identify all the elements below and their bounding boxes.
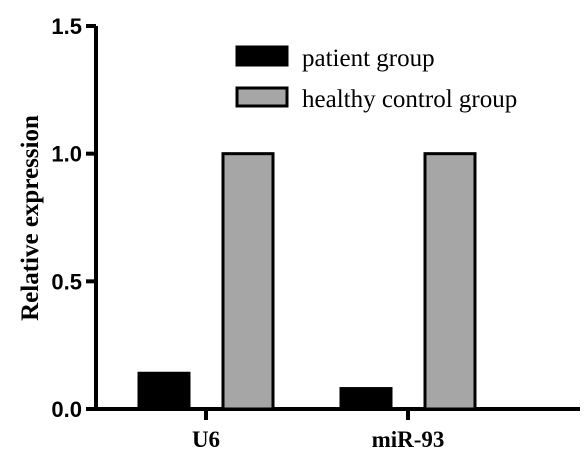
- legend-item-control: healthy control group: [235, 86, 517, 113]
- legend-label-control: healthy control group: [302, 86, 517, 113]
- y-axis-label: Relative expression: [17, 115, 44, 321]
- y-tick-label: 0.0: [51, 397, 82, 422]
- x-tick-label: U6: [192, 427, 220, 452]
- legend-swatch-control: [235, 86, 289, 108]
- bar-control-mir-93: [423, 152, 477, 411]
- bar-patient-mir-93: [339, 387, 393, 411]
- x-ticks: U6 miR-93: [192, 409, 444, 452]
- bars: [137, 152, 477, 411]
- y-tick-label: 1.5: [51, 14, 82, 39]
- legend-item-patient: patient group: [235, 45, 435, 72]
- legend-label-patient: patient group: [302, 45, 435, 72]
- legend: patient group healthy control group: [235, 45, 517, 113]
- y-tick-label: 1.0: [51, 142, 82, 167]
- y-ticks: 0.0 0.5 1.0 1.5: [51, 14, 96, 422]
- bar-control-u6: [221, 152, 275, 411]
- bar-patient-u6: [137, 371, 191, 411]
- legend-swatch-patient: [235, 45, 289, 67]
- x-tick-label: miR-93: [372, 427, 445, 452]
- y-tick-label: 0.5: [51, 269, 82, 294]
